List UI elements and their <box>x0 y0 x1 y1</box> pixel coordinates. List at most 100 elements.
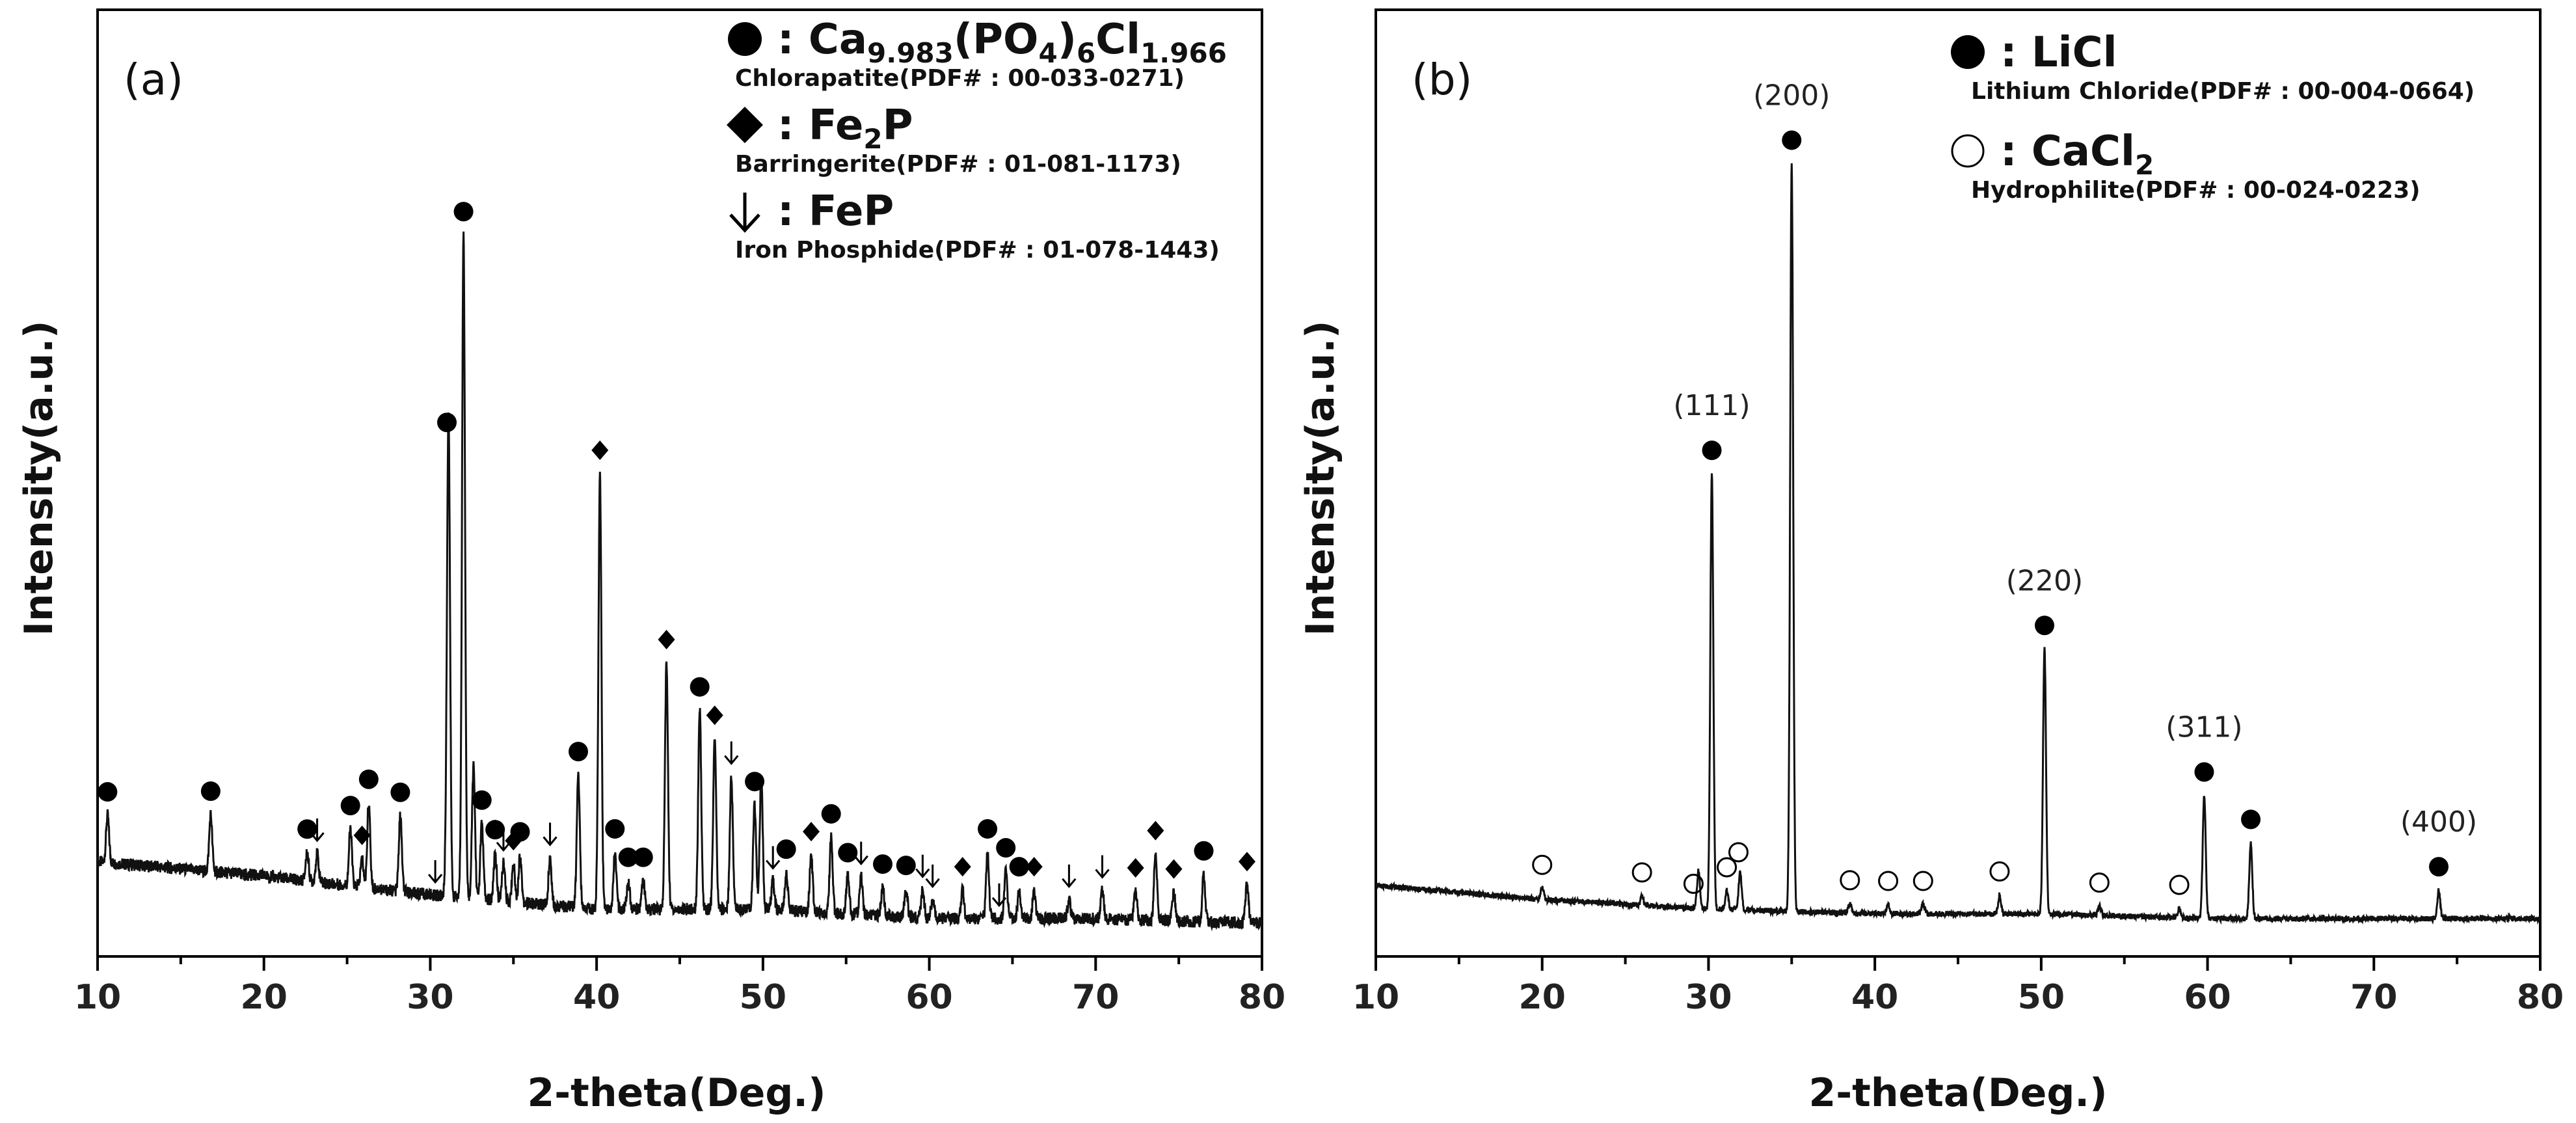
panel-b-x-tick-label: 40 <box>1851 978 1898 1017</box>
panel-a-peak-marker-circle <box>472 790 492 810</box>
panel-a-peak-marker-circle <box>690 677 710 697</box>
panel-a-legend-phase-name: Barringerite(PDF# : 01-081-1173) <box>735 151 1181 178</box>
panel-b-peak-marker-open-circle <box>1912 871 1933 891</box>
panel-a-x-tick-label: 50 <box>740 978 786 1017</box>
panel-a-peak-marker-diamond <box>505 831 522 851</box>
panel-a-peak-marker-arrow <box>427 859 443 884</box>
panel-a-peak-marker-diamond <box>591 440 609 460</box>
panel-a-peak-marker-circle <box>437 413 457 433</box>
panel-a-legend-phase-name: Iron Phosphide(PDF# : 01-078-1443) <box>735 237 1220 264</box>
panel-b-legend-open-circle-icon <box>1951 134 1985 168</box>
panel-b-xrd-pattern-line <box>1375 163 2542 925</box>
panel-a-peak-marker-arrow <box>925 864 940 889</box>
panel-a-peak-marker-circle <box>605 819 625 839</box>
panel-a-legend-filled-circle-icon <box>728 22 762 56</box>
panel-a-legend-formula: : Fe2P <box>777 101 913 155</box>
panel-a-peak-marker-circle <box>200 781 221 802</box>
panel-a-legend-formula: : FeP <box>777 187 894 236</box>
panel-a-peak-marker-circle <box>872 854 892 874</box>
panel-b-x-tick-label: 30 <box>1685 978 1732 1017</box>
panel-a-peak-marker-circle <box>745 772 765 792</box>
panel-b-y-axis-label: Intensity(a.u.) <box>1298 321 1343 636</box>
panel-a-peak-marker-diamond <box>1238 852 1255 872</box>
panel-b-hkl-label: (220) <box>2006 564 2083 597</box>
panel-b-peak-marker-circle <box>2241 809 2261 830</box>
panel-a-peak-marker-diamond <box>1147 820 1164 841</box>
panel-b-peak-marker-open-circle <box>1728 842 1749 863</box>
panel-a-x-tick-label: 70 <box>1072 978 1119 1017</box>
panel-a-chart: (a) 2-theta(Deg.) Intensity(a.u.) 10 20 30… <box>16 8 1285 1116</box>
panel-a-peak-marker-arrow <box>766 846 781 870</box>
panel-b-x-tick-label: 50 <box>2018 978 2065 1017</box>
panel-a-peak-marker-arrow <box>853 841 868 865</box>
panel-a-peak-marker-circle <box>633 847 653 867</box>
panel-a-peak-marker-circle <box>776 839 796 859</box>
panel-b-peak-marker-open-circle <box>1878 871 1899 891</box>
panel-b-peak-marker-open-circle <box>1532 854 1553 875</box>
panel-b-peak-marker-open-circle <box>2089 873 2110 893</box>
panel-b-peak-marker-circle <box>2034 616 2054 636</box>
panel-a-peak-marker-circle <box>1194 841 1214 861</box>
panel-b-legend-phase-name: Hydrophilite(PDF# : 00-024-0223) <box>1971 177 2421 204</box>
panel-b-legend-filled-circle-icon <box>1951 35 1985 69</box>
panel-b-peak-marker-open-circle <box>1717 857 1737 878</box>
panel-a-legend-arrow-icon <box>729 193 760 233</box>
panel-b-legend-formula: : LiCl <box>2000 29 2117 77</box>
panel-a-peak-marker-circle <box>996 838 1016 858</box>
panel-a-peak-marker-diamond <box>1127 858 1144 878</box>
panel-b-peak-marker-open-circle <box>1631 862 1652 883</box>
panel-a-peak-marker-diamond <box>954 857 971 877</box>
panel-b-hkl-label: (400) <box>2400 805 2477 839</box>
panel-b-x-tick-label: 70 <box>2350 978 2397 1017</box>
panel-b-hkl-label: (200) <box>1753 79 1830 112</box>
panel-b-hkl-label: (311) <box>2166 711 2242 744</box>
panel-b-legend-phase-name: Lithium Chloride(PDF# : 00-004-0664) <box>1971 78 2475 105</box>
panel-b-peak-marker-open-circle <box>2169 874 2190 895</box>
panel-a-peak-marker-circle <box>569 742 589 762</box>
panel-b-x-tick-label: 80 <box>2517 978 2564 1017</box>
panel-b-peak-marker-open-circle <box>1840 870 1860 891</box>
panel-a-x-tick-label: 10 <box>74 978 121 1017</box>
panel-a-legend-diamond-icon <box>727 107 763 143</box>
panel-a-x-axis-label: 2-theta(Deg.) <box>528 1070 826 1116</box>
panel-a-peak-marker-arrow <box>1062 864 1077 889</box>
panel-a-peak-marker-diamond <box>839 843 857 863</box>
panel-a-x-tick-label: 40 <box>573 978 620 1017</box>
panel-a-peak-marker-circle <box>98 782 118 802</box>
panel-a-peak-marker-arrow <box>915 854 930 878</box>
panel-b-peak-marker-open-circle <box>1683 873 1704 894</box>
panel-a-peak-marker-circle <box>821 804 841 824</box>
panel-a-peak-marker-circle <box>618 847 638 867</box>
panel-a-peak-marker-diamond <box>353 825 371 845</box>
panel-a-x-tick-label: 60 <box>906 978 952 1017</box>
panel-a-peak-marker-circle <box>485 820 505 840</box>
panel-b-label: (b) <box>1412 55 1472 105</box>
panel-b-peak-marker-circle <box>1702 440 1722 461</box>
panel-a-peak-marker-arrow <box>1095 855 1110 879</box>
panel-b-hkl-label: (111) <box>1673 389 1750 422</box>
panel-a-peak-marker-circle <box>453 202 474 222</box>
panel-a-peak-marker-diamond <box>803 822 820 842</box>
panel-a-x-tick-label: 80 <box>1239 978 1285 1017</box>
panel-b-x-tick-label: 10 <box>1352 978 1399 1017</box>
panel-a-peak-marker-diamond <box>658 629 675 649</box>
panel-a-peak-marker-diamond <box>1025 857 1043 877</box>
panel-b-x-tick-label: 60 <box>2184 978 2231 1017</box>
panel-a-peak-marker-circle <box>978 819 998 839</box>
panel-b-peak-marker-circle <box>1782 130 1802 150</box>
panel-a-peak-marker-circle <box>358 769 379 789</box>
panel-b-x-axis-label: 2-theta(Deg.) <box>1809 1070 2108 1116</box>
panel-a-x-tick-label: 20 <box>241 978 288 1017</box>
panel-a-peak-marker-arrow <box>310 818 325 843</box>
panel-a-peak-marker-circle <box>390 782 410 802</box>
panel-a-xrd-pattern-line <box>96 231 1263 932</box>
panel-b-chart: (b) 2-theta(Deg.) Intensity(a.u.) 10 20 30… <box>1298 8 2564 1116</box>
panel-b-plot-frame <box>1375 8 2542 958</box>
panel-b-peak-marker-open-circle <box>1989 861 2010 882</box>
panel-a-peak-marker-circle <box>896 856 916 876</box>
panel-a-peak-marker-arrow <box>543 822 557 846</box>
panel-a-label: (a) <box>124 55 183 105</box>
panel-b-peak-marker-circle <box>2429 857 2449 877</box>
panel-a-x-tick-label: 30 <box>407 978 453 1017</box>
